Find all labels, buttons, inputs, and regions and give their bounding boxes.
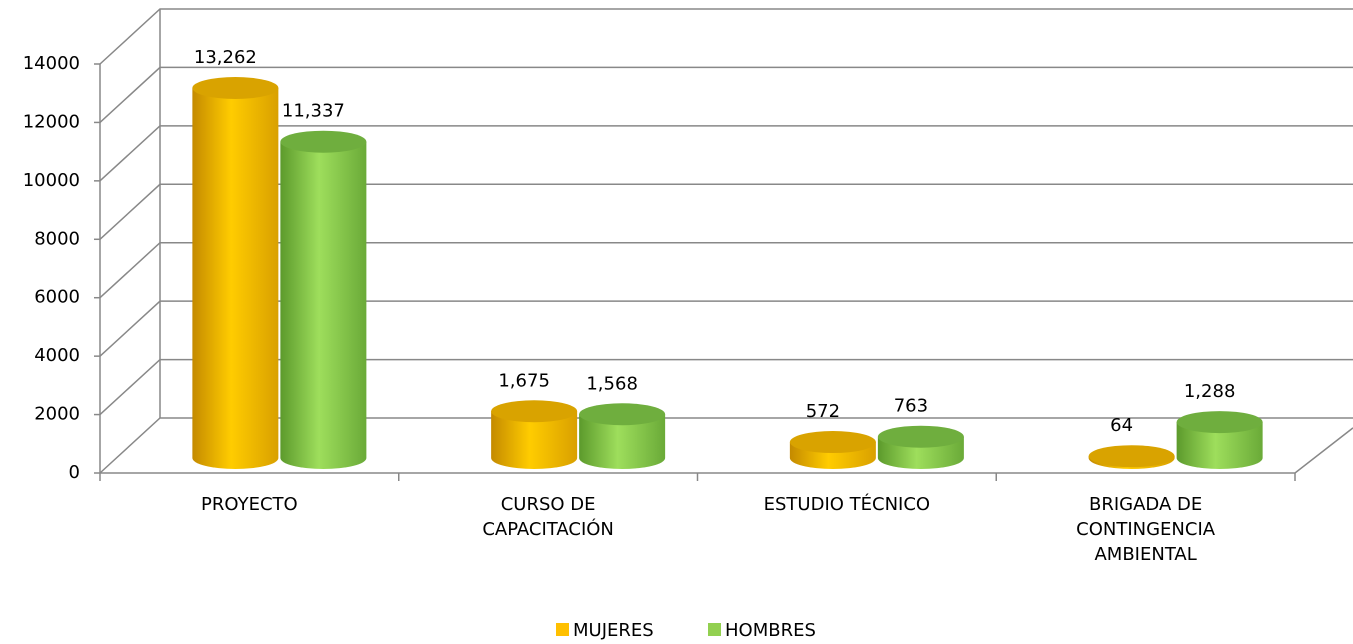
y-tick-label: 6000 (34, 287, 80, 308)
grid-line (99, 358, 1353, 416)
value-label: 1,675 (498, 370, 550, 391)
legend-swatch (708, 623, 721, 636)
bar-top (491, 400, 578, 423)
grid-line (99, 417, 1353, 474)
value-label: 1,568 (586, 373, 638, 394)
y-tick-label: 8000 (34, 228, 80, 249)
grid-line (99, 241, 1353, 299)
x-tick-label: PROYECTO (201, 494, 298, 515)
grid-line (99, 8, 1353, 65)
legend-swatch (556, 623, 569, 636)
bar-top (789, 431, 876, 454)
grid-line (99, 125, 1353, 182)
value-label: 64 (1110, 415, 1133, 436)
bar (1176, 422, 1263, 469)
y-tick-label: 10000 (23, 170, 80, 191)
x-tick-label: CURSO DE CAPACITACIÓN (482, 494, 614, 540)
bar (192, 87, 279, 469)
legend-label: HOMBRES (725, 620, 816, 641)
y-tick-label: 2000 (34, 404, 80, 425)
y-tick-label: 14000 (23, 53, 80, 74)
bar-top (877, 425, 964, 448)
y-tick-label: 0 (69, 462, 80, 483)
y-tick-label: 4000 (34, 345, 80, 366)
grid-line (99, 66, 1353, 123)
value-label: 1,288 (1184, 381, 1236, 402)
bar-top (280, 130, 367, 153)
bar (280, 141, 367, 469)
bar (579, 414, 666, 469)
grid-line (99, 300, 1353, 357)
value-label: 763 (894, 396, 928, 417)
x-tick-label: BRIGADA DE CONTINGENCIA AMBIENTAL (1076, 494, 1216, 565)
value-label: 13,262 (194, 47, 257, 68)
bar-top (1176, 411, 1263, 434)
legend-label: MUJERES (573, 620, 654, 641)
value-label: 572 (806, 401, 840, 422)
bar-top (192, 76, 279, 99)
x-tick-label: ESTUDIO TÉCNICO (763, 494, 931, 515)
bar (491, 411, 578, 469)
grid-line (99, 183, 1353, 240)
bar-top (579, 403, 666, 426)
bar-top (1088, 445, 1175, 468)
value-label: 11,337 (282, 101, 345, 122)
y-tick-label: 12000 (23, 111, 80, 132)
